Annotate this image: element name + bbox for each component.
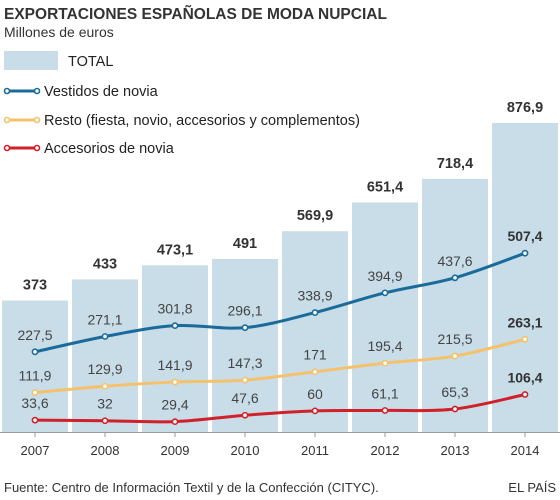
x-axis: 2007 2008 2009 2010 2011 2012 2013 2014 xyxy=(0,432,560,458)
labels-group: 373 433 473,1 491 569,9 651,4 718,4 876,9 227,5 2… xyxy=(17,100,543,413)
source-note: Fuente: Centro de Información Textil y d… xyxy=(4,480,379,495)
legend-label-total: TOTAL xyxy=(68,54,113,70)
value-label-accesorios-2010: 47,6 xyxy=(231,390,258,406)
value-label-resto-2014: 263,1 xyxy=(507,314,542,330)
value-label-vestidos-2014: 507,4 xyxy=(507,228,542,244)
point-accesorios-2012 xyxy=(381,407,389,414)
value-label-accesorios-2012: 61,1 xyxy=(371,385,398,401)
point-vestidos-2011 xyxy=(311,309,319,316)
value-label-accesorios-2009: 29,4 xyxy=(161,397,188,413)
legend-marker-accesorios-start xyxy=(3,144,11,152)
value-label-accesorios-2011: 60 xyxy=(307,386,323,402)
value-label-resto-2007: 111,9 xyxy=(19,368,52,384)
x-tick-label-2007: 2007 xyxy=(21,443,50,458)
value-label-vestidos-2008: 271,1 xyxy=(87,311,122,327)
x-tick-label-2014: 2014 xyxy=(511,443,540,458)
value-label-resto-2013: 215,5 xyxy=(437,331,472,347)
point-resto-2010 xyxy=(241,376,249,384)
x-tick-label-2009: 2009 xyxy=(161,443,190,458)
bar-total-2012 xyxy=(352,202,418,432)
x-tick-label-2013: 2013 xyxy=(441,443,470,458)
legend-marker-vestidos-start xyxy=(3,87,11,95)
point-accesorios-2007 xyxy=(31,416,39,424)
legend-label-resto: Resto (fiesta, novio, accesorios y compl… xyxy=(44,113,360,129)
chart-title: EXPORTACIONES ESPAÑOLAS DE MODA NUPCIAL xyxy=(4,5,387,23)
legend-marker-resto-start xyxy=(3,116,11,124)
legend-item-resto: Resto (fiesta, novio, accesorios y compl… xyxy=(3,113,360,129)
total-label-2009: 473,1 xyxy=(157,242,193,258)
total-label-2008: 433 xyxy=(93,256,117,272)
value-label-vestidos-2013: 437,6 xyxy=(437,253,472,269)
bar-total-2008 xyxy=(72,279,138,432)
lines-group xyxy=(31,249,529,426)
x-tick-label-2010: 2010 xyxy=(231,443,260,458)
legend-item-vestidos: Vestidos de novia xyxy=(3,84,159,100)
legend-marker-vestidos-end xyxy=(33,87,41,95)
x-tick-label-2012: 2012 xyxy=(371,443,400,458)
total-label-2011: 569,9 xyxy=(297,208,333,224)
point-resto-2014 xyxy=(521,335,529,343)
point-vestidos-2008 xyxy=(101,333,109,340)
point-accesorios-2008 xyxy=(101,417,109,425)
legend-item-accesorios: Accesorios de novia xyxy=(3,141,175,157)
point-resto-2011 xyxy=(311,368,319,376)
point-accesorios-2011 xyxy=(311,407,319,415)
point-vestidos-2010 xyxy=(241,324,249,332)
point-vestidos-2009 xyxy=(171,322,179,330)
point-resto-2008 xyxy=(101,382,109,390)
value-label-vestidos-2011: 338,9 xyxy=(297,288,332,304)
legend: TOTAL Vestidos de novia Resto (fiesta, n… xyxy=(3,51,360,157)
legend-marker-resto-end xyxy=(33,116,41,124)
value-label-resto-2008: 129,9 xyxy=(87,361,122,377)
bar-total-2013 xyxy=(422,178,488,432)
bar-total-2009 xyxy=(142,265,208,432)
value-label-resto-2011: 171 xyxy=(303,347,327,363)
point-vestidos-2013 xyxy=(451,274,459,282)
value-label-resto-2012: 195,4 xyxy=(367,338,402,354)
value-label-accesorios-2008: 32 xyxy=(97,396,113,412)
value-label-vestidos-2012: 394,9 xyxy=(367,268,402,284)
value-label-accesorios-2014: 106,4 xyxy=(507,370,542,386)
value-label-accesorios-2007: 33,6 xyxy=(21,395,48,411)
bar-total-2010 xyxy=(212,258,278,432)
point-vestidos-2007 xyxy=(31,348,39,356)
total-label-2013: 718,4 xyxy=(437,156,473,172)
value-label-resto-2010: 147,3 xyxy=(227,355,262,371)
point-resto-2012 xyxy=(381,359,389,367)
value-label-vestidos-2007: 227,5 xyxy=(17,327,52,343)
bar-total-2014 xyxy=(492,123,558,432)
point-resto-2013 xyxy=(451,352,459,360)
bar-total-2007 xyxy=(2,300,68,432)
line-vestidos xyxy=(34,251,526,354)
point-vestidos-2012 xyxy=(381,289,389,297)
legend-swatch-total xyxy=(4,51,58,70)
point-resto-2007 xyxy=(31,389,39,396)
value-label-vestidos-2010: 296,1 xyxy=(227,303,262,319)
brand-logo: EL PAÍS xyxy=(508,480,556,495)
value-label-accesorios-2013: 65,3 xyxy=(441,384,468,400)
total-label-2012: 651,4 xyxy=(367,179,403,195)
total-label-2014: 876,9 xyxy=(507,100,543,116)
line-accesorios xyxy=(34,393,526,424)
total-label-2007: 373 xyxy=(23,278,47,294)
point-accesorios-2009 xyxy=(171,418,179,426)
point-vestidos-2014 xyxy=(521,249,529,257)
legend-label-accesorios: Accesorios de novia xyxy=(44,141,175,157)
bars-group xyxy=(2,123,558,432)
point-accesorios-2013 xyxy=(451,405,459,413)
line-resto xyxy=(34,337,526,395)
value-label-vestidos-2009: 301,8 xyxy=(157,301,192,317)
bar-total-2011 xyxy=(282,231,348,432)
chart-subtitle: Millones de euros xyxy=(4,24,114,40)
total-label-2010: 491 xyxy=(233,236,257,252)
legend-label-vestidos: Vestidos de novia xyxy=(44,84,159,100)
value-label-resto-2009: 141,9 xyxy=(157,357,192,373)
legend-marker-accesorios-end xyxy=(33,144,41,152)
point-accesorios-2014 xyxy=(521,391,529,398)
x-tick-label-2008: 2008 xyxy=(91,443,120,458)
point-resto-2009 xyxy=(171,378,179,386)
point-accesorios-2010 xyxy=(241,411,249,419)
x-tick-label-2011: 2011 xyxy=(301,443,329,458)
